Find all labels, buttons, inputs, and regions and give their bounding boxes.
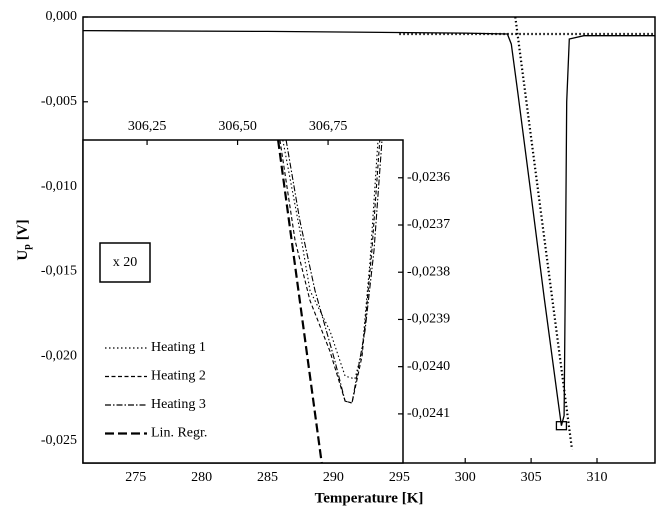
y-tick-label: -0,0239 [407,312,450,327]
legend-label: Heating 2 [151,369,206,384]
data-line [282,140,379,380]
legend-label: Heating 1 [151,340,206,355]
plot-frame [82,139,404,464]
data-line [514,17,574,450]
y-axis-label: Up [V] [15,219,33,260]
y-tick-label: -0,005 [41,94,77,109]
plot-area [83,17,655,450]
x-tick-label: 306,25 [128,119,167,134]
y-axis-label-part: p [22,244,33,250]
legend-label: Lin. Regr. [151,426,207,441]
x-tick-label: 306,75 [309,119,348,134]
y-tick-label: -0,0240 [407,359,450,374]
y-axis-label-part: [V] [15,219,31,240]
inset-background [83,140,403,463]
y-tick-label: -0,020 [41,348,77,363]
x-tick-label: 280 [191,470,212,485]
y-tick-label: -0,0236 [407,170,450,185]
x-axis-label: Temperature [K] [315,490,424,506]
x-tick-label: 306,50 [218,119,257,134]
y-tick-label: -0,025 [41,433,77,448]
y-tick-label: -0,0238 [407,264,450,279]
plot-area [277,140,383,463]
y-tick-label: -0,015 [41,264,77,279]
data-line [285,140,383,404]
y-tick-label: -0,0241 [407,406,450,421]
x-tick-label: 290 [323,470,344,485]
annotation-box [99,242,151,283]
x-tick-label: 300 [455,470,476,485]
data-line [83,29,655,426]
y-tick-label: 0,000 [46,9,78,24]
annotation: x 20 [113,255,138,270]
y-axis-label-part: U [15,250,31,261]
x-tick-label: 310 [587,470,608,485]
x-tick-label: 285 [257,470,278,485]
x-tick-label: 295 [389,470,410,485]
y-tick-label: -0,0237 [407,217,450,232]
y-tick-label: -0,010 [41,179,77,194]
highlight-marker [555,421,568,431]
x-tick-label: 305 [521,470,542,485]
legend-label: Heating 3 [151,397,206,412]
data-line [277,140,323,463]
x-tick-label: 275 [125,470,146,485]
